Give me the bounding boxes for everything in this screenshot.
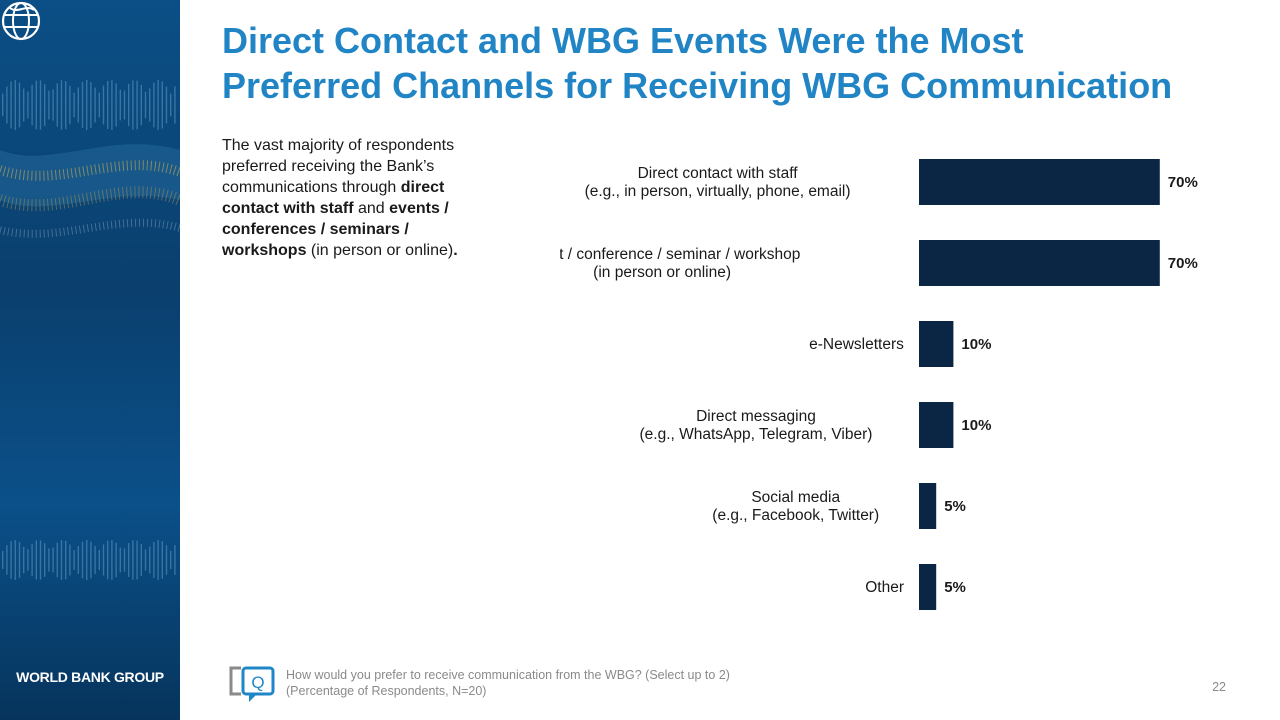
summary-part-2: and xyxy=(353,200,390,217)
bar-1 xyxy=(919,240,1160,286)
side-panel: WORLD BANK GROUP xyxy=(0,0,180,720)
bar-2 xyxy=(919,321,954,367)
value-label-3: 10% xyxy=(961,417,991,434)
bar-4 xyxy=(919,483,937,529)
category-label-2: e-Newsletters xyxy=(809,336,904,353)
bar-5 xyxy=(919,564,937,610)
survey-question-icon: Q xyxy=(229,666,275,702)
value-label-1: 70% xyxy=(1168,255,1198,272)
value-label-4: 5% xyxy=(944,498,966,515)
summary-bold-period: . xyxy=(453,242,458,259)
slide-title-line-2: Preferred Channels for Receiving WBG Com… xyxy=(222,65,1173,106)
category-label-4: Social media (e.g., Facebook, Twitter) xyxy=(712,489,879,524)
bar-3 xyxy=(919,402,954,448)
svg-text:Q: Q xyxy=(251,673,264,692)
world-bank-globe-icon xyxy=(1,1,41,41)
value-label-2: 10% xyxy=(961,336,991,353)
summary-bold-direct-contact: direct contact with staff xyxy=(222,179,445,217)
summary-part-3: (in person or online) xyxy=(306,242,454,259)
world-bank-group-logo-text: WORLD BANK GROUP xyxy=(16,669,164,685)
summary-bold-events: events / conferences / seminars / worksh… xyxy=(222,200,449,259)
summary-part-1: The vast majority of respondents preferr… xyxy=(222,137,455,196)
category-label-0: Direct contact with staff (e.g., in perso… xyxy=(585,165,851,200)
bar-0 xyxy=(919,159,1160,205)
sample-note: (Percentage of Respondents, N=20) xyxy=(286,684,487,698)
category-label-5: Other xyxy=(865,579,904,596)
page-number: 22 xyxy=(1212,680,1226,694)
slide-title: Direct Contact and WBG Events Were the M… xyxy=(222,18,1262,108)
decorative-wave-pattern xyxy=(0,80,180,580)
value-label-0: 70% xyxy=(1168,174,1198,191)
summary-text: The vast majority of respondents preferr… xyxy=(222,135,492,261)
question-text: How would you prefer to receive communic… xyxy=(286,668,730,682)
channel-preference-bar-chart: 70% Direct contact with staff (e.g., in pe… xyxy=(560,159,1198,610)
category-label-1: Event / conference / seminar / workshop(… xyxy=(560,246,800,281)
category-label-3: Direct messaging (e.g., WhatsApp, Telegra… xyxy=(640,408,873,443)
value-label-5: 5% xyxy=(944,579,966,596)
slide-title-line-1: Direct Contact and WBG Events Were the M… xyxy=(222,20,1024,61)
question-footnote: How would you prefer to receive communic… xyxy=(286,667,730,699)
